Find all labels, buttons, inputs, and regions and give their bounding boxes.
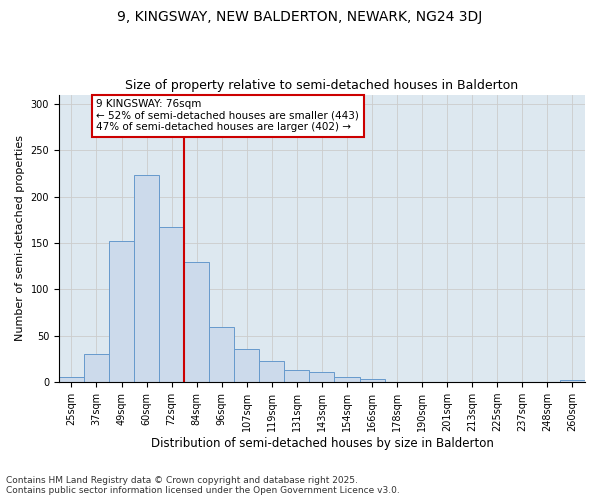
Text: Contains HM Land Registry data © Crown copyright and database right 2025.
Contai: Contains HM Land Registry data © Crown c… <box>6 476 400 495</box>
Bar <box>234 349 259 382</box>
Title: Size of property relative to semi-detached houses in Balderton: Size of property relative to semi-detach… <box>125 79 518 92</box>
Bar <box>84 354 109 382</box>
Bar <box>259 361 284 382</box>
Bar <box>109 241 134 382</box>
Bar <box>159 228 184 382</box>
Bar <box>334 376 359 382</box>
Bar <box>284 370 310 382</box>
Bar <box>209 328 234 382</box>
Y-axis label: Number of semi-detached properties: Number of semi-detached properties <box>15 136 25 342</box>
Bar <box>59 376 84 382</box>
Bar <box>134 176 159 382</box>
Bar <box>359 380 385 382</box>
Text: 9 KINGSWAY: 76sqm
← 52% of semi-detached houses are smaller (443)
47% of semi-de: 9 KINGSWAY: 76sqm ← 52% of semi-detached… <box>97 99 359 132</box>
Bar <box>184 262 209 382</box>
X-axis label: Distribution of semi-detached houses by size in Balderton: Distribution of semi-detached houses by … <box>151 437 493 450</box>
Bar <box>310 372 334 382</box>
Bar <box>560 380 585 382</box>
Text: 9, KINGSWAY, NEW BALDERTON, NEWARK, NG24 3DJ: 9, KINGSWAY, NEW BALDERTON, NEWARK, NG24… <box>118 10 482 24</box>
